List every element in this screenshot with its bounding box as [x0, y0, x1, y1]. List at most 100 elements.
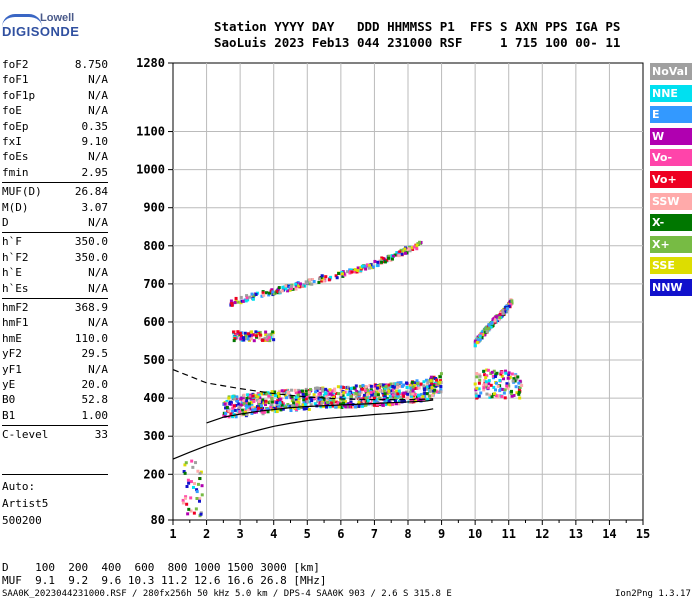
echo-point: [255, 398, 259, 402]
echo-point: [400, 384, 404, 388]
echo-point: [254, 335, 258, 339]
echo-point: [475, 372, 479, 376]
echo-point: [425, 392, 429, 396]
echo-point: [303, 406, 307, 410]
param-row-clevel: C-level 33: [2, 428, 108, 443]
legend-item-x-: X+: [650, 235, 692, 253]
echo-point: [375, 386, 379, 390]
echo-point: [424, 378, 428, 382]
echo-point: [505, 307, 509, 311]
echo-point: [267, 333, 271, 337]
y-tick-label: 80: [151, 513, 165, 527]
echo-point: [238, 410, 242, 414]
echo-point: [234, 330, 238, 334]
scaling-mode: Auto:: [2, 480, 36, 493]
echo-point: [307, 391, 311, 395]
echo-point: [504, 306, 508, 310]
echo-point: [496, 384, 500, 388]
echo-point: [262, 293, 266, 297]
y-tick-label: 400: [143, 391, 165, 405]
echo-point: [242, 393, 246, 397]
param-value: 1.00: [81, 408, 109, 422]
echo-point: [256, 395, 260, 399]
param-value: 26.84: [74, 185, 108, 199]
echo-point: [225, 405, 229, 409]
echo-point: [492, 369, 496, 373]
echo-point: [360, 404, 364, 408]
echo-point: [385, 396, 389, 400]
echo-point: [362, 397, 366, 401]
echo-point: [388, 385, 392, 389]
echo-point: [412, 245, 416, 249]
echo-point: [503, 388, 507, 392]
x-tick-label: 9: [438, 527, 445, 541]
echo-point: [324, 387, 328, 391]
echo-point: [511, 379, 515, 383]
echo-point: [247, 402, 251, 406]
echo-point: [323, 391, 327, 395]
echo-point: [437, 390, 441, 394]
echo-point: [389, 403, 393, 407]
echo-point: [403, 251, 407, 255]
echo-point: [343, 400, 347, 404]
echo-point: [298, 282, 302, 286]
echo-point: [405, 248, 409, 252]
echo-point: [239, 334, 243, 338]
x-tick-label: 4: [270, 527, 277, 541]
echo-point: [248, 334, 252, 338]
param-value: 8.750: [74, 58, 108, 71]
echo-point: [497, 394, 501, 398]
echo-point: [248, 295, 252, 299]
echo-point: [223, 402, 227, 406]
echo-point: [183, 496, 187, 500]
param-value: 52.8: [81, 393, 109, 407]
echo-point: [276, 399, 280, 403]
echo-point: [317, 396, 321, 400]
echo-point: [231, 411, 235, 415]
echo-point: [296, 400, 300, 404]
legend-item-x-: X-: [650, 214, 692, 232]
echo-point: [397, 399, 401, 403]
echo-point: [518, 396, 522, 400]
echo-point: [258, 333, 262, 337]
echo-point: [306, 400, 310, 404]
grid-lines: [168, 62, 644, 525]
param-value: 2.95: [81, 165, 109, 179]
echo-point: [505, 384, 509, 388]
echo-point: [227, 409, 231, 413]
echo-point: [195, 488, 199, 492]
echo-point: [243, 410, 247, 414]
echo-point: [194, 461, 198, 465]
echo-point: [505, 382, 509, 386]
param-separator: [2, 474, 108, 475]
echo-point: [384, 384, 388, 388]
echo-point: [295, 407, 299, 411]
echo-point: [484, 380, 488, 384]
y-tick-labels: 80 200 300 400 500 600 700 800 900 1000 1100 1280: [136, 56, 165, 527]
echo-point: [250, 411, 254, 415]
echo-point: [184, 461, 188, 465]
echo-point: [396, 392, 400, 396]
echo-point: [231, 415, 235, 419]
echo-point: [267, 336, 271, 340]
echo-point: [515, 377, 519, 381]
param-name: M(D): [2, 200, 29, 214]
param-row-fmin: fmin 2.95: [2, 166, 108, 181]
echo-point: [395, 386, 399, 390]
echo-point: [391, 393, 395, 397]
echo-point: [257, 331, 261, 335]
x-tick-label: 10: [468, 527, 482, 541]
echo-point: [399, 395, 403, 399]
echo-point: [373, 384, 377, 388]
echo-point: [242, 299, 246, 303]
echo-point: [333, 387, 337, 391]
echo-point: [198, 497, 202, 501]
echo-point: [190, 459, 194, 463]
echo-point: [390, 257, 394, 261]
echo-point: [280, 389, 284, 393]
echo-point: [361, 400, 365, 404]
echo-point: [358, 384, 362, 388]
echo-point: [416, 242, 420, 246]
echo-point: [363, 400, 367, 404]
echo-point: [273, 390, 277, 394]
